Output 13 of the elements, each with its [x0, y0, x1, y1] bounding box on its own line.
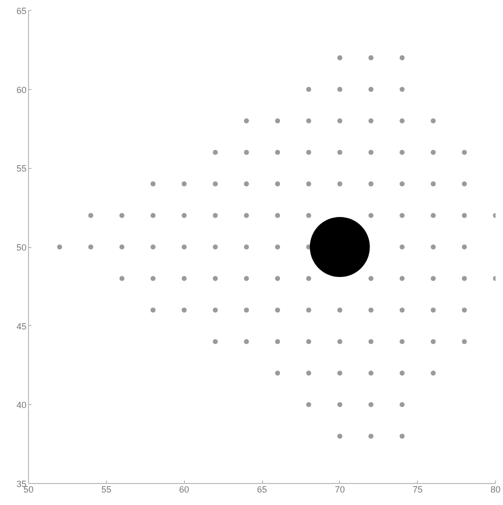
x-tick-label: 70 — [334, 484, 345, 494]
x-tick-label: 80 — [490, 484, 501, 494]
y-tick-label: 55 — [16, 164, 27, 174]
x-tick-label: 60 — [179, 484, 190, 494]
y-tick-label: 60 — [16, 84, 27, 95]
y-tick-label: 65 — [16, 6, 27, 16]
y-tick-label: 45 — [16, 321, 27, 332]
x-tick-label: 55 — [101, 484, 112, 494]
y-tick-label: 50 — [16, 242, 27, 252]
x-tick-label: 75 — [412, 484, 423, 494]
x-tick-label: 65 — [256, 484, 268, 494]
x-tick-label: 50 — [23, 484, 34, 494]
y-tick-label: 40 — [16, 400, 27, 410]
